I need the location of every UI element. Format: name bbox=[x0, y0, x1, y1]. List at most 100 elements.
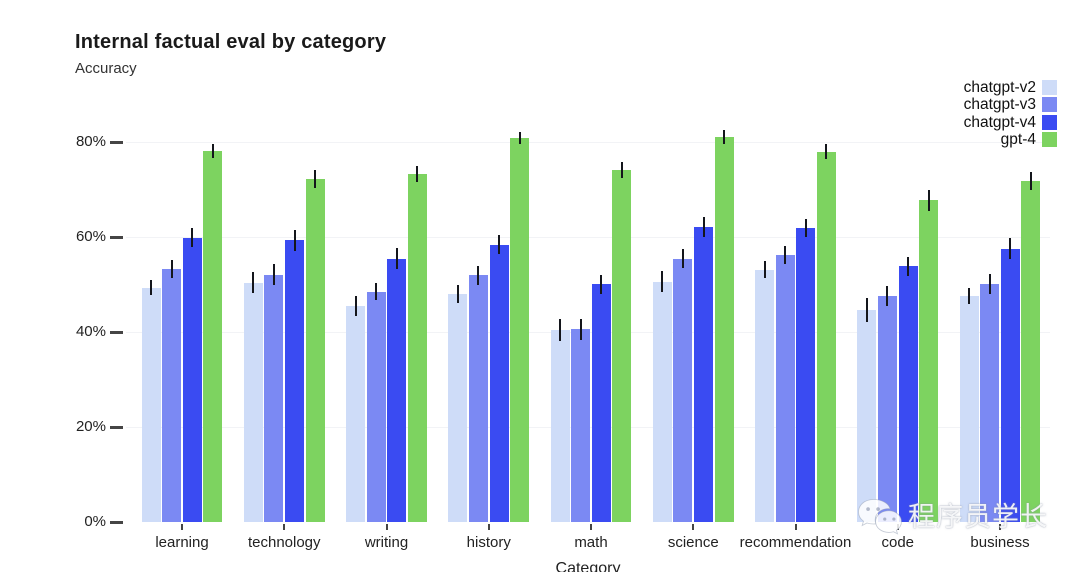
x-tick-label-math: math bbox=[574, 534, 608, 551]
legend-item-chatgpt-v3: chatgpt-v3 bbox=[963, 96, 1057, 114]
gridline-60 bbox=[126, 236, 1050, 238]
error-bar-chatgpt-v3-math bbox=[579, 318, 582, 340]
error-bar-chatgpt-v4-math bbox=[600, 274, 603, 294]
bar-gpt-4-technology bbox=[305, 179, 325, 522]
error-bar-chatgpt-v4-technology bbox=[293, 229, 296, 251]
legend-label: chatgpt-v2 bbox=[963, 79, 1036, 96]
bar-chatgpt-v4-writing bbox=[387, 258, 407, 522]
error-bar-chatgpt-v3-history bbox=[477, 265, 480, 286]
bar-chatgpt-v4-business bbox=[1000, 248, 1020, 522]
bar-chatgpt-v2-science bbox=[652, 281, 672, 522]
x-tick-technology bbox=[283, 524, 286, 530]
legend-label: chatgpt-v4 bbox=[963, 113, 1036, 131]
error-bar-chatgpt-v2-writing bbox=[354, 296, 357, 317]
legend-label: gpt-4 bbox=[1000, 130, 1036, 148]
y-axis-title: Accuracy bbox=[75, 60, 137, 77]
bar-gpt-4-science bbox=[714, 136, 734, 522]
x-tick-history bbox=[487, 524, 490, 530]
bar-gpt-4-code bbox=[919, 200, 939, 522]
legend-swatch bbox=[1042, 131, 1057, 147]
bar-gpt-4-recommendation bbox=[816, 151, 836, 522]
error-bar-chatgpt-v3-recommendation bbox=[784, 246, 787, 265]
bar-chatgpt-v3-code bbox=[877, 296, 897, 522]
bar-chatgpt-v2-writing bbox=[346, 306, 366, 522]
x-tick-writing bbox=[385, 524, 388, 530]
legend: chatgpt-v2 chatgpt-v3 chatgpt-v4 gpt-4 bbox=[964, 80, 1057, 149]
bar-chatgpt-v2-code bbox=[857, 309, 877, 522]
y-tick-label: 40% bbox=[75, 323, 106, 340]
x-tick-recommendation bbox=[794, 524, 797, 530]
bar-chatgpt-v3-writing bbox=[366, 291, 386, 522]
bar-gpt-4-learning bbox=[203, 151, 223, 522]
x-tick-math bbox=[590, 524, 592, 530]
error-bar-chatgpt-v4-code bbox=[907, 256, 910, 276]
error-bar-chatgpt-v2-learning bbox=[150, 280, 153, 296]
bar-chatgpt-v2-recommendation bbox=[755, 269, 775, 522]
error-bar-chatgpt-v2-history bbox=[456, 284, 459, 304]
bar-chatgpt-v2-learning bbox=[141, 287, 161, 522]
bar-gpt-4-writing bbox=[407, 174, 427, 522]
error-bar-chatgpt-v2-science bbox=[661, 271, 664, 293]
legend-swatch bbox=[1042, 114, 1057, 130]
error-bar-gpt-4-learning bbox=[211, 143, 214, 159]
bar-chatgpt-v3-math bbox=[571, 329, 591, 522]
error-bar-chatgpt-v3-science bbox=[681, 249, 684, 269]
error-bar-chatgpt-v4-science bbox=[702, 216, 705, 237]
error-bar-gpt-4-science bbox=[723, 129, 726, 144]
legend-item-chatgpt-v4: chatgpt-v4 bbox=[963, 113, 1057, 131]
bar-chatgpt-v4-recommendation bbox=[796, 227, 816, 522]
error-bar-chatgpt-v3-code bbox=[886, 286, 889, 307]
x-tick-learning bbox=[181, 524, 183, 530]
bar-chatgpt-v2-math bbox=[550, 330, 570, 522]
y-tick-label: 80% bbox=[75, 133, 106, 150]
x-tick-label-technology: technology bbox=[247, 534, 321, 551]
bar-chatgpt-v4-technology bbox=[285, 240, 305, 522]
error-bar-chatgpt-v4-business bbox=[1009, 238, 1012, 260]
x-tick-label-business: business bbox=[970, 534, 1030, 551]
bar-gpt-4-business bbox=[1021, 181, 1041, 522]
error-bar-gpt-4-technology bbox=[314, 170, 317, 189]
bar-chatgpt-v3-recommendation bbox=[775, 255, 795, 522]
y-tick bbox=[110, 330, 123, 334]
y-tick bbox=[110, 520, 123, 524]
legend-swatch bbox=[1042, 97, 1057, 113]
bar-chatgpt-v3-science bbox=[673, 258, 693, 522]
bar-chatgpt-v4-math bbox=[591, 284, 611, 522]
bar-gpt-4-history bbox=[510, 138, 530, 522]
x-tick-code bbox=[896, 524, 899, 530]
x-tick-label-science: science bbox=[667, 534, 719, 551]
legend-item-chatgpt-v2: chatgpt-v2 bbox=[964, 80, 1057, 95]
error-bar-chatgpt-v4-recommendation bbox=[804, 219, 807, 237]
error-bar-chatgpt-v2-math bbox=[559, 319, 562, 342]
error-bar-chatgpt-v2-recommendation bbox=[763, 261, 766, 279]
error-bar-gpt-4-recommendation bbox=[825, 143, 828, 160]
bar-chatgpt-v4-history bbox=[489, 244, 509, 522]
x-tick-business bbox=[999, 524, 1001, 530]
error-bar-chatgpt-v4-history bbox=[498, 235, 501, 255]
bar-chatgpt-v2-technology bbox=[243, 282, 263, 522]
bar-chatgpt-v2-history bbox=[448, 294, 468, 522]
legend-swatch bbox=[1042, 80, 1057, 95]
x-tick-label-history: history bbox=[466, 534, 511, 551]
error-bar-chatgpt-v3-learning bbox=[170, 259, 173, 278]
x-tick-label-recommendation: recommendation bbox=[739, 534, 852, 551]
error-bar-chatgpt-v3-technology bbox=[272, 264, 275, 285]
error-bar-gpt-4-math bbox=[620, 161, 623, 179]
y-tick bbox=[110, 235, 123, 239]
error-bar-gpt-4-history bbox=[518, 132, 521, 145]
x-tick-label-code: code bbox=[881, 534, 915, 551]
legend-label: chatgpt-v3 bbox=[963, 96, 1036, 114]
x-tick-science bbox=[692, 524, 695, 530]
error-bar-chatgpt-v3-writing bbox=[375, 283, 378, 301]
x-axis-title: Category bbox=[555, 560, 621, 572]
y-tick bbox=[110, 425, 123, 429]
error-bar-gpt-4-business bbox=[1029, 172, 1032, 191]
y-tick-label: 20% bbox=[75, 418, 106, 435]
bar-chatgpt-v4-science bbox=[694, 226, 714, 522]
error-bar-chatgpt-v4-writing bbox=[395, 248, 398, 270]
error-bar-chatgpt-v2-business bbox=[968, 287, 971, 304]
bar-chatgpt-v3-learning bbox=[162, 268, 182, 522]
bar-chatgpt-v3-business bbox=[980, 284, 1000, 522]
chart-title: Internal factual eval by category bbox=[75, 31, 387, 53]
